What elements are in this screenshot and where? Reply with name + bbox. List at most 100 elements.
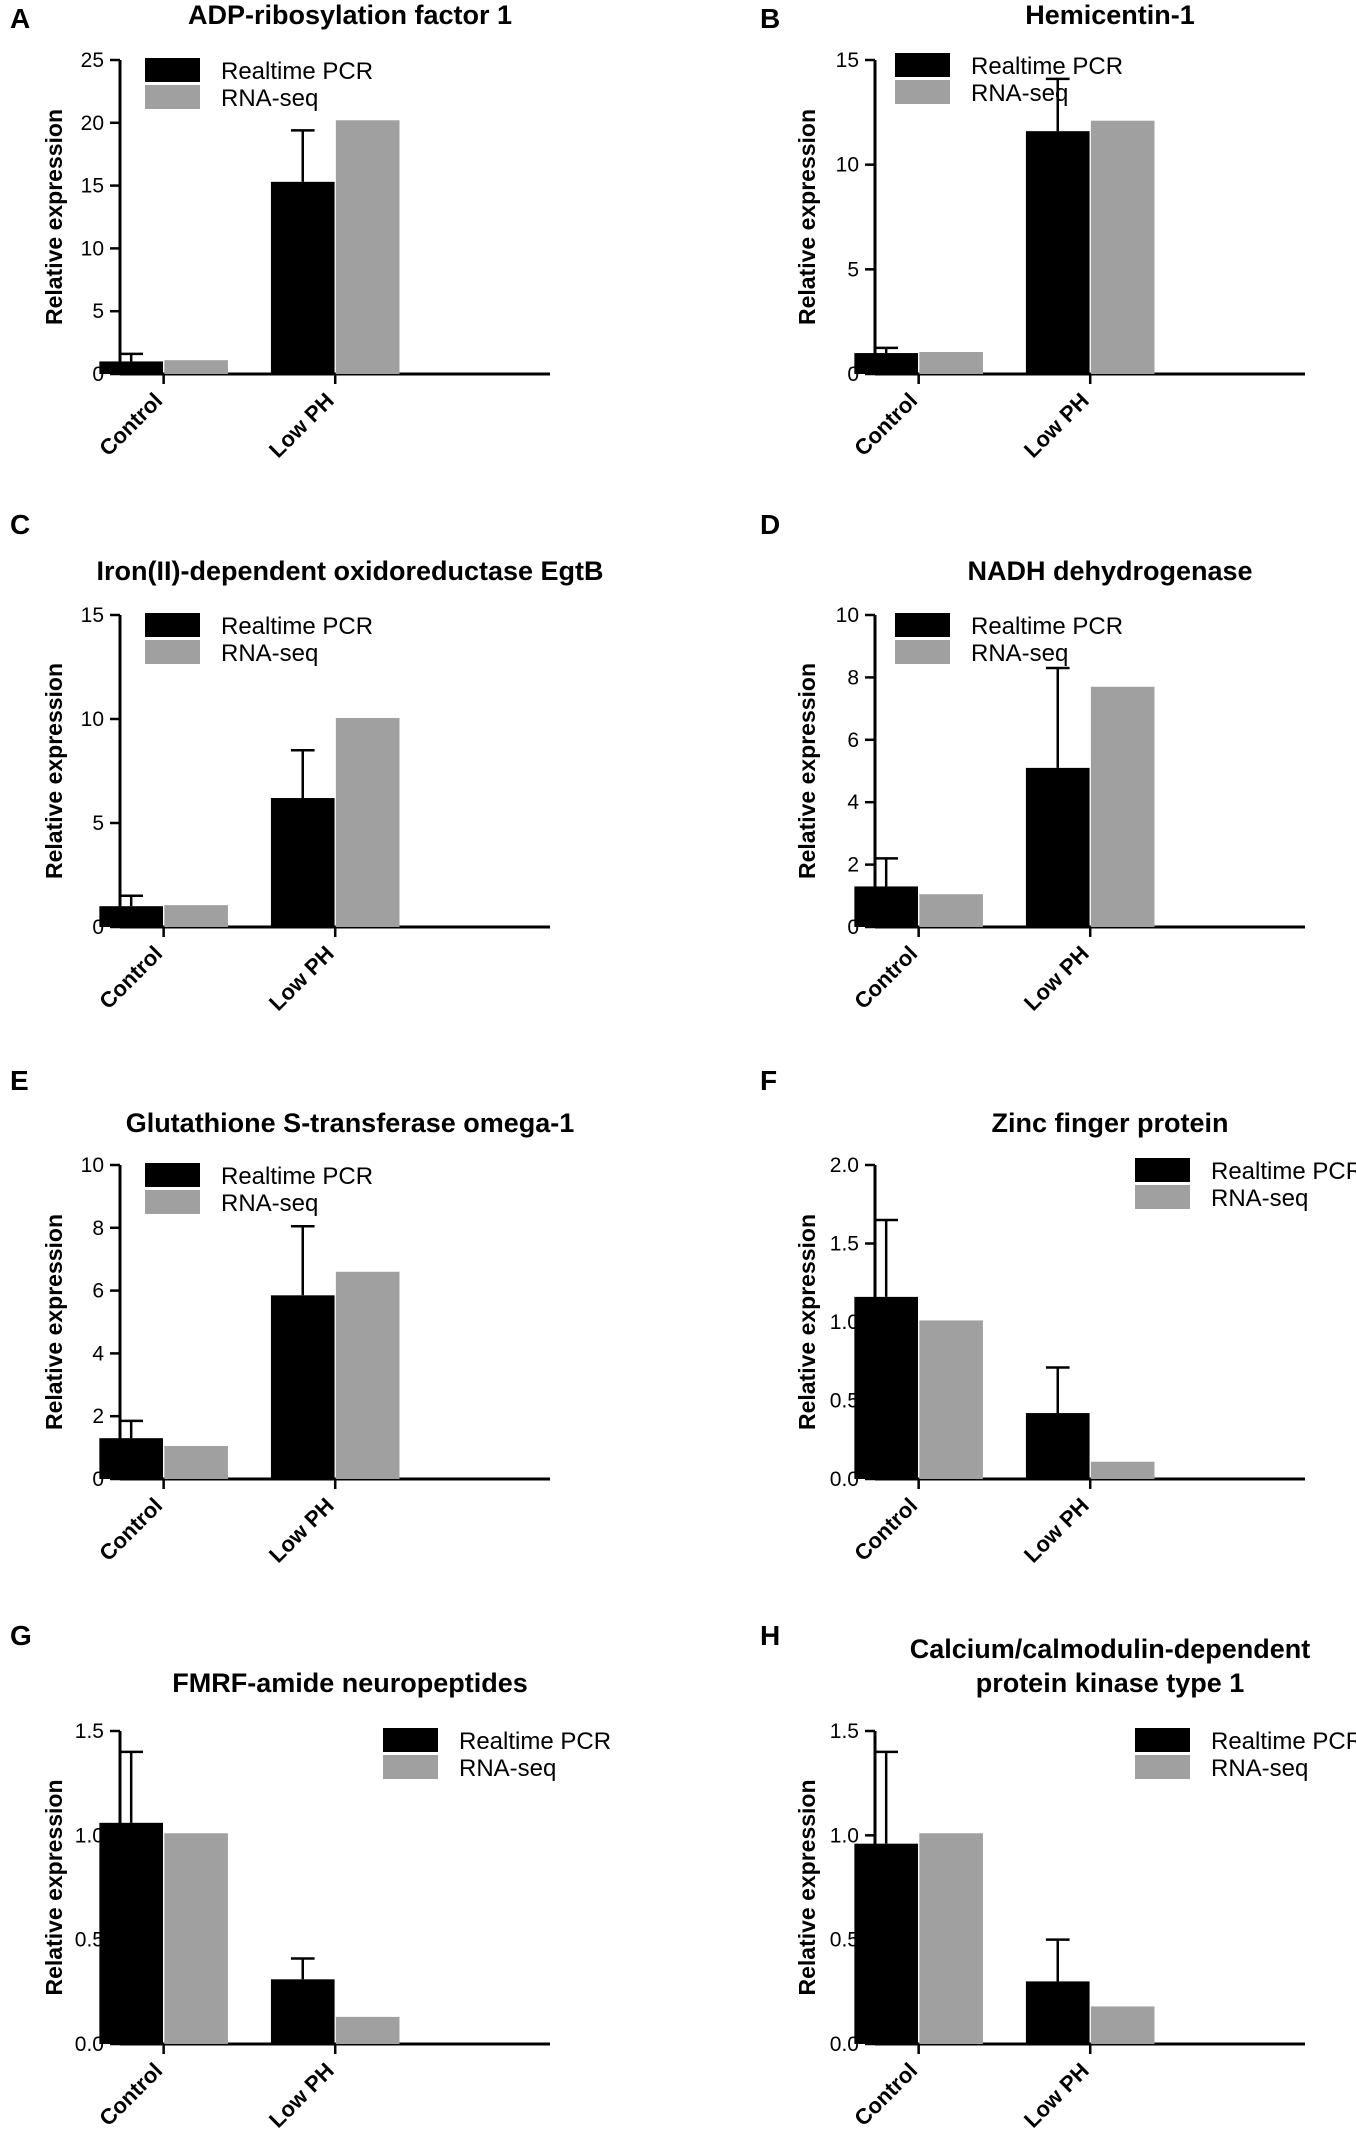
y-tick-label: 2.0 (830, 1154, 859, 1177)
legend-swatch-realtime-pcr (145, 613, 200, 637)
y-tick-label: 1.5 (75, 1720, 104, 1743)
bar-realtime-pcr (854, 1843, 918, 2044)
y-axis-label: Relative expression (41, 1214, 67, 1430)
y-tick-label: 0.5 (830, 1929, 859, 1952)
y-tick-label: 0.5 (75, 1929, 104, 1952)
chart-title: Iron(II)-dependent oxidoreductase EgtB (96, 556, 603, 586)
y-axis-label: Relative expression (41, 109, 67, 325)
y-axis-label: Relative expression (794, 1214, 820, 1430)
y-tick-label: 0 (847, 916, 859, 939)
chart-title: Calcium/calmodulin-dependent (910, 1634, 1311, 1664)
x-category-label: Low PH (1019, 388, 1094, 463)
panel-letter: E (10, 1065, 29, 1096)
y-tick-label: 0 (92, 363, 104, 386)
bar-realtime-pcr (1025, 131, 1090, 374)
y-tick-label: 10 (836, 604, 859, 627)
y-tick-label: 15 (836, 49, 859, 72)
chart-title: NADH dehydrogenase (967, 556, 1252, 586)
legend-swatch-rna-seq (145, 85, 200, 109)
chart-title: Hemicentin-1 (1025, 0, 1195, 30)
legend-label-rna-seq: RNA-seq (1211, 1755, 1308, 1782)
bar-realtime-pcr (270, 181, 335, 374)
legend-label-realtime-pcr: Realtime PCR (459, 1728, 611, 1755)
bar-realtime-pcr (99, 1822, 163, 2044)
legend-swatch-realtime-pcr (895, 613, 950, 637)
y-axis-label: Relative expression (794, 109, 820, 325)
x-category-label: Control (849, 941, 922, 1014)
y-tick-label: 0.5 (830, 1390, 859, 1413)
y-tick-label: 25 (81, 49, 104, 72)
legend-swatch-realtime-pcr (1135, 1728, 1190, 1752)
legend-swatch-realtime-pcr (1135, 1158, 1190, 1182)
bar-realtime-pcr (99, 1438, 163, 1479)
legend-swatch-rna-seq (383, 1755, 438, 1779)
panel-letter: B (760, 3, 780, 34)
y-tick-label: 10 (81, 237, 104, 260)
legend-label-rna-seq: RNA-seq (221, 640, 318, 667)
bar-realtime-pcr (854, 886, 918, 927)
bar-rna-seq (919, 352, 983, 374)
legend-label-realtime-pcr: Realtime PCR (221, 58, 373, 85)
y-tick-label: 0.0 (830, 2033, 859, 2056)
bar-realtime-pcr (1025, 1981, 1090, 2044)
y-tick-label: 10 (81, 1154, 104, 1177)
bar-rna-seq (1090, 686, 1155, 927)
x-category-label: Low PH (1019, 1493, 1094, 1568)
y-axis-label: Relative expression (794, 663, 820, 879)
y-tick-label: 6 (92, 1280, 104, 1303)
panel-letter: G (10, 1620, 32, 1651)
bar-realtime-pcr (99, 361, 163, 374)
chart-title: protein kinase type 1 (976, 1668, 1245, 1698)
legend-label-rna-seq: RNA-seq (1211, 1185, 1308, 1212)
bar-rna-seq (335, 2016, 400, 2044)
legend-label-rna-seq: RNA-seq (221, 1190, 318, 1217)
y-tick-label: 15 (81, 175, 104, 198)
y-tick-label: 1.5 (830, 1720, 859, 1743)
legend-label-rna-seq: RNA-seq (971, 640, 1068, 667)
legend-label-realtime-pcr: Realtime PCR (971, 613, 1123, 640)
legend-swatch-rna-seq (145, 640, 200, 664)
bar-rna-seq (335, 120, 400, 375)
bar-realtime-pcr (854, 353, 918, 374)
chart-title: Zinc finger protein (991, 1108, 1228, 1138)
x-category-label: Low PH (264, 1493, 339, 1568)
x-category-label: Low PH (264, 941, 339, 1016)
y-tick-label: 5 (92, 300, 104, 323)
y-axis-label: Relative expression (41, 663, 67, 879)
legend-label-realtime-pcr: Realtime PCR (1211, 1728, 1356, 1755)
y-tick-label: 20 (81, 112, 104, 135)
panel-letter: F (760, 1065, 777, 1096)
legend-swatch-realtime-pcr (145, 1163, 200, 1187)
bar-realtime-pcr (854, 1296, 918, 1479)
y-tick-label: 15 (81, 604, 104, 627)
bar-rna-seq (164, 1446, 228, 1479)
bar-rna-seq (1090, 1461, 1155, 1479)
x-category-label: Control (849, 1493, 922, 1566)
legend-label-realtime-pcr: Realtime PCR (221, 613, 373, 640)
y-tick-label: 4 (847, 791, 859, 814)
legend-label-rna-seq: RNA-seq (221, 85, 318, 112)
bar-rna-seq (919, 1833, 983, 2044)
bar-realtime-pcr (1025, 767, 1090, 927)
x-category-label: Control (849, 388, 922, 461)
bar-rna-seq (164, 905, 228, 927)
panel-letter: H (760, 1620, 780, 1651)
y-axis-label: Relative expression (794, 1779, 820, 1995)
y-tick-label: 0 (847, 363, 859, 386)
legend-label-realtime-pcr: Realtime PCR (221, 1163, 373, 1190)
legend-label-realtime-pcr: Realtime PCR (1211, 1158, 1356, 1185)
y-tick-label: 2 (847, 854, 859, 877)
y-tick-label: 8 (92, 1217, 104, 1240)
x-category-label: Control (94, 941, 167, 1014)
y-tick-label: 1.5 (830, 1233, 859, 1256)
y-tick-label: 8 (847, 666, 859, 689)
y-axis-label: Relative expression (41, 1779, 67, 1995)
y-tick-label: 4 (92, 1342, 104, 1365)
panel-letter: D (760, 509, 780, 540)
legend-swatch-realtime-pcr (383, 1728, 438, 1752)
y-tick-label: 1.0 (830, 1311, 859, 1334)
bar-realtime-pcr (270, 798, 335, 927)
legend-swatch-rna-seq (1135, 1755, 1190, 1779)
y-tick-label: 6 (847, 729, 859, 752)
